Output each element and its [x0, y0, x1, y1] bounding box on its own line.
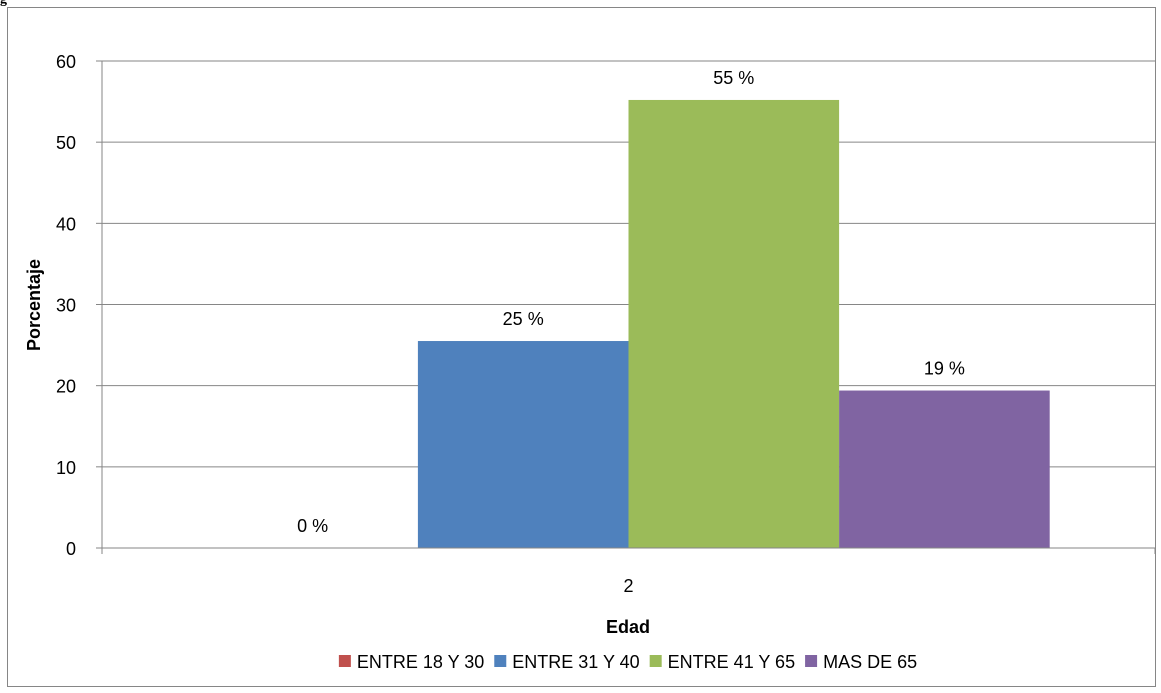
y-tick-label: 10 [56, 458, 76, 478]
legend-swatch [338, 655, 351, 667]
legend-label: ENTRE 31 Y 40 [512, 652, 639, 672]
bar-data-label: 55 % [713, 68, 754, 88]
bar [839, 390, 1050, 548]
bars [417, 99, 1050, 549]
y-axis-title: Porcentaje [24, 259, 44, 351]
legend-swatch [649, 655, 662, 667]
y-tick-label: 40 [56, 214, 76, 234]
figure-label: g [0, 0, 7, 8]
bar-data-label: 0 % [297, 516, 328, 536]
y-tick-label: 20 [56, 377, 76, 397]
data-labels: 0 % 25 % 55 % 19 % [297, 68, 965, 536]
legend-swatch [805, 655, 818, 667]
bar [417, 341, 629, 548]
y-tick-label: 30 [56, 296, 76, 316]
x-axis-title: Edad [606, 617, 650, 637]
x-tick-label: 2 [623, 576, 633, 596]
legend-swatch [494, 655, 507, 667]
legend-label: MAS DE 65 [823, 652, 917, 672]
y-tick-label: 0 [66, 539, 76, 559]
legend: ENTRE 18 Y 30 ENTRE 31 Y 40 ENTRE 41 Y 65 M… [338, 652, 917, 672]
axes: 0 10 20 30 40 50 60 2 [56, 52, 1156, 596]
bar-data-label: 25 % [503, 309, 544, 329]
y-tick-label: 60 [56, 52, 76, 72]
legend-label: ENTRE 41 Y 65 [668, 652, 795, 672]
y-tick-label: 50 [56, 133, 76, 153]
bar-data-label: 19 % [924, 359, 965, 379]
legend-label: ENTRE 18 Y 30 [357, 652, 484, 672]
bar [628, 99, 840, 549]
